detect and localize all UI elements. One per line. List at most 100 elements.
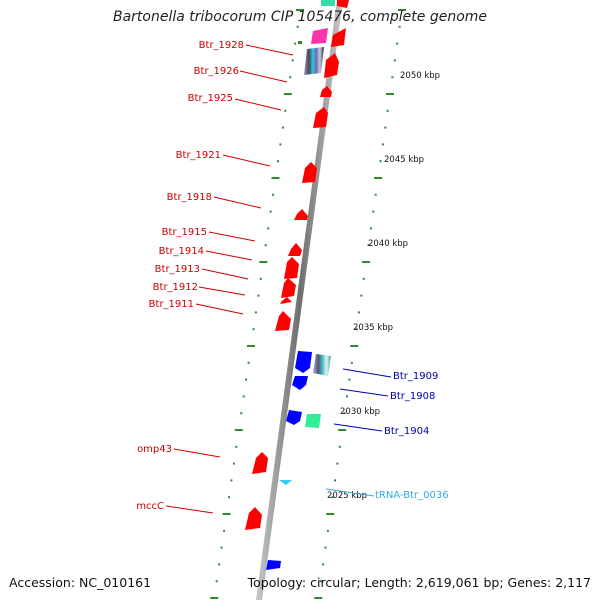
minor-tick [355, 328, 358, 331]
minor-tick [252, 328, 255, 331]
minor-tick [259, 277, 262, 280]
minor-tick [348, 378, 351, 381]
feature-arrow [302, 162, 317, 183]
reverse-features [266, 351, 312, 570]
major-tick [338, 429, 347, 431]
gene-label[interactable]: omp43 [137, 444, 172, 455]
major-tick [350, 345, 359, 347]
minor-tick [367, 244, 370, 247]
gene-label[interactable]: Btr_1908 [390, 391, 435, 402]
minor-tick [369, 227, 372, 230]
minor-tick [232, 462, 235, 465]
gene-label[interactable]: Btr_1913 [155, 264, 200, 275]
scale-label-2050: 2050 kbp [400, 71, 440, 81]
major-tick [222, 513, 231, 515]
gene-label[interactable]: Btr_1925 [188, 93, 233, 104]
feature-arrow [292, 376, 308, 390]
minor-tick [242, 395, 245, 398]
minor-tick [336, 462, 339, 465]
scale-labels: 2050 kbp 2045 kbp 2040 kbp 2035 kbp 2030… [327, 71, 440, 501]
minor-tick [291, 59, 294, 62]
gene-label[interactable]: Btr_1911 [149, 299, 194, 310]
right-leader-lines [333, 368, 392, 432]
minor-tick [334, 479, 336, 482]
minor-tick [230, 479, 233, 482]
forward-features [245, 0, 349, 530]
left-leader-lines [165, 44, 294, 514]
feature-arrow [280, 297, 292, 304]
gene-label[interactable]: Btr_1928 [199, 40, 244, 51]
minor-tick [289, 76, 292, 79]
minor-tick [284, 109, 287, 112]
genome-title: Bartonella tribocorum CIP 105476, comple… [112, 9, 488, 25]
feature-block-striped [304, 47, 324, 75]
feature-arrow [281, 278, 296, 298]
gene-label[interactable]: Btr_1915 [162, 227, 207, 238]
major-tick [398, 9, 406, 11]
minor-tick [264, 244, 267, 247]
minor-tick [296, 25, 299, 28]
major-tick [386, 93, 394, 95]
minor-tick [281, 126, 284, 129]
leader-line [213, 196, 262, 209]
feature-arrow [295, 351, 312, 373]
trna-feature [279, 480, 292, 485]
leader-line [208, 231, 256, 242]
leader-line [234, 98, 282, 111]
leader-line [195, 303, 244, 315]
minor-tick [391, 76, 394, 79]
minor-tick [324, 546, 327, 549]
inner-tick-ring [210, 9, 304, 599]
minor-tick [381, 143, 384, 146]
feature-arrow [286, 410, 302, 425]
accession-text: Accession: NC_010161 [9, 575, 152, 590]
leader-line [222, 154, 271, 167]
feature-arrow [288, 243, 302, 256]
leader-line [201, 268, 249, 280]
leader-line [245, 44, 294, 56]
minor-tick [294, 42, 297, 45]
gene-label[interactable]: Btr_1904 [384, 426, 429, 437]
minor-tick [374, 193, 377, 196]
scale-label-2035: 2035 kbp [353, 323, 393, 333]
major-tick [362, 261, 371, 263]
feature-arrow [266, 560, 281, 570]
gene-label[interactable]: Btr_1926 [194, 66, 239, 77]
leader-line [198, 286, 246, 296]
genome-backbone [256, 0, 343, 600]
feature-tick-green [298, 41, 302, 44]
gene-label[interactable]: Btr_1909 [393, 371, 438, 382]
minor-tick [257, 294, 260, 297]
minor-tick [350, 361, 353, 364]
major-tick [296, 9, 304, 11]
trna-leader-line [325, 488, 375, 497]
minor-tick [235, 445, 238, 448]
minor-tick [228, 496, 230, 499]
gene-label[interactable]: Btr_1921 [176, 150, 221, 161]
gene-label[interactable]: Btr_1918 [167, 192, 212, 203]
major-tick [271, 177, 280, 179]
gene-label[interactable]: Btr_1912 [153, 282, 198, 293]
gene-label[interactable]: Btr_1914 [159, 246, 204, 257]
major-tick [259, 261, 268, 263]
minor-tick [319, 580, 322, 583]
minor-tick [396, 42, 399, 45]
minor-tick [240, 412, 243, 415]
gene-label[interactable]: mccC [136, 501, 164, 512]
feature-block-green [305, 414, 321, 428]
feature-arrow [331, 28, 346, 47]
minor-tick [393, 59, 396, 62]
scale-label-2040: 2040 kbp [368, 239, 408, 249]
minor-tick [223, 529, 226, 532]
scale-label-2030: 2030 kbp [340, 407, 380, 417]
minor-tick [220, 546, 223, 549]
major-tick [326, 513, 335, 515]
trna-label[interactable]: tRNA-Btr_0036 [375, 490, 449, 501]
major-tick [374, 177, 383, 179]
minor-tick [384, 126, 387, 129]
minor-tick [254, 311, 257, 314]
leader-line [239, 70, 288, 83]
minor-tick [277, 160, 279, 163]
minor-tick [372, 210, 375, 213]
